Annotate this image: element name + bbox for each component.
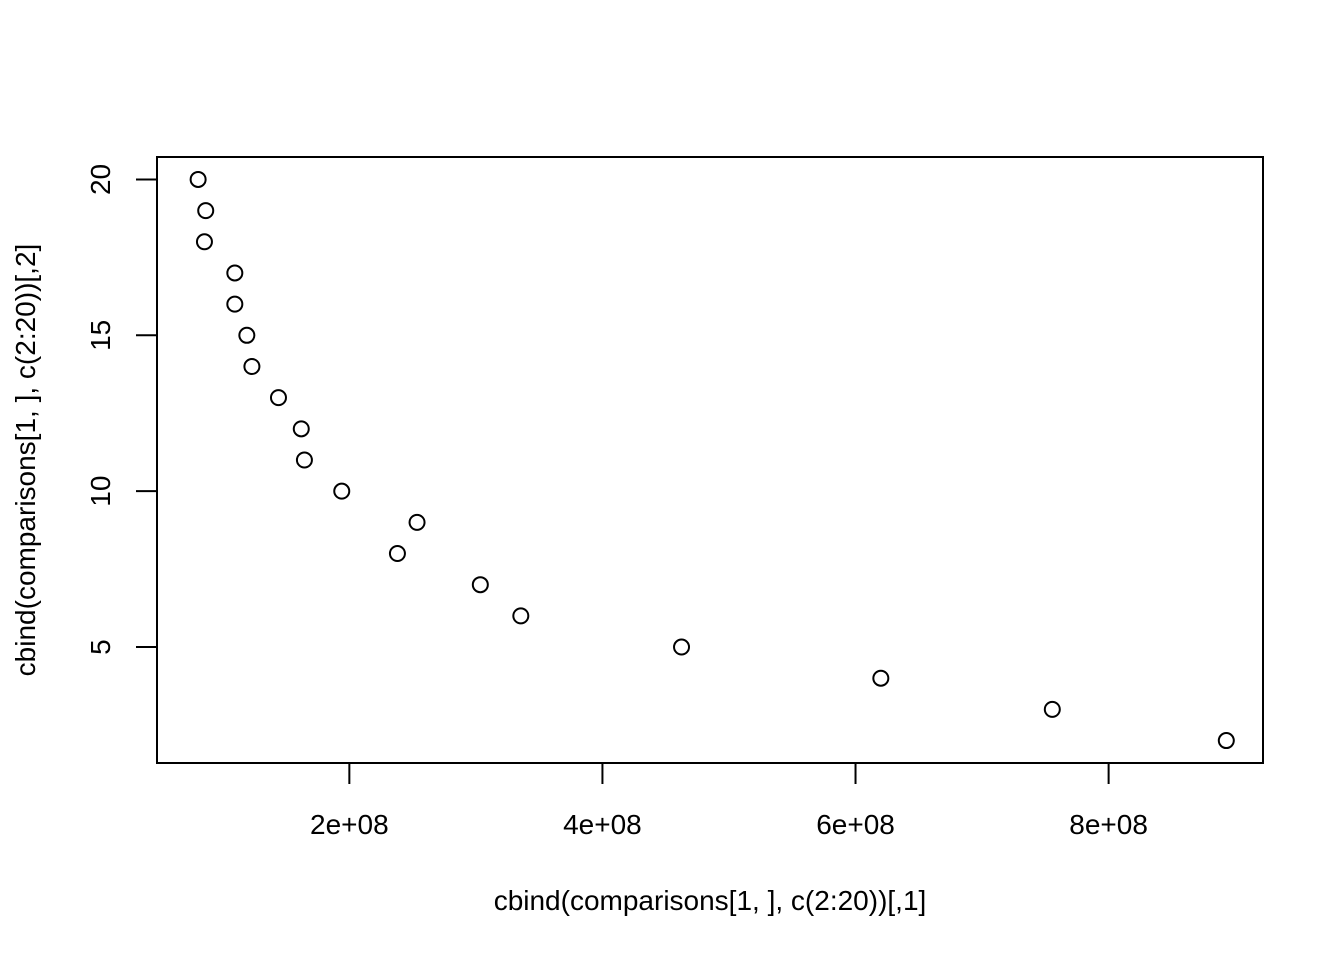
y-tick-label: 10 [85,476,116,507]
x-tick-label: 8e+08 [1069,809,1148,840]
data-point [238,326,256,344]
x-tick-label: 4e+08 [563,809,642,840]
data-point [292,420,310,438]
data-point [388,545,406,563]
x-axis: 2e+08 4e+08 6e+08 8e+08 [310,762,1148,840]
y-tick-label: 5 [85,639,116,655]
plot-frame [156,156,1264,764]
data-point [243,357,261,375]
data-point [408,513,426,531]
data-point [226,295,244,313]
y-axis: 5 10 15 20 [85,164,158,655]
y-axis-label: cbind(comparisons[1, ], c(2:20))[,2] [10,244,41,677]
y-tick-label: 20 [85,164,116,195]
data-point [295,451,313,469]
data-point [471,576,489,594]
data-point [673,638,691,656]
x-axis-label: cbind(comparisons[1, ], c(2:20))[,1] [494,885,927,916]
data-point [333,482,351,500]
data-point [512,607,530,625]
data-point [1043,700,1061,718]
data-point [195,233,213,251]
x-tick-label: 6e+08 [816,809,895,840]
data-point [872,669,890,687]
data-point [197,202,215,220]
data-points [189,170,1235,750]
data-point [1217,732,1235,750]
data-point [226,264,244,282]
y-tick-label: 15 [85,320,116,351]
data-point [269,389,287,407]
data-point [189,170,207,188]
x-tick-label: 2e+08 [310,809,389,840]
